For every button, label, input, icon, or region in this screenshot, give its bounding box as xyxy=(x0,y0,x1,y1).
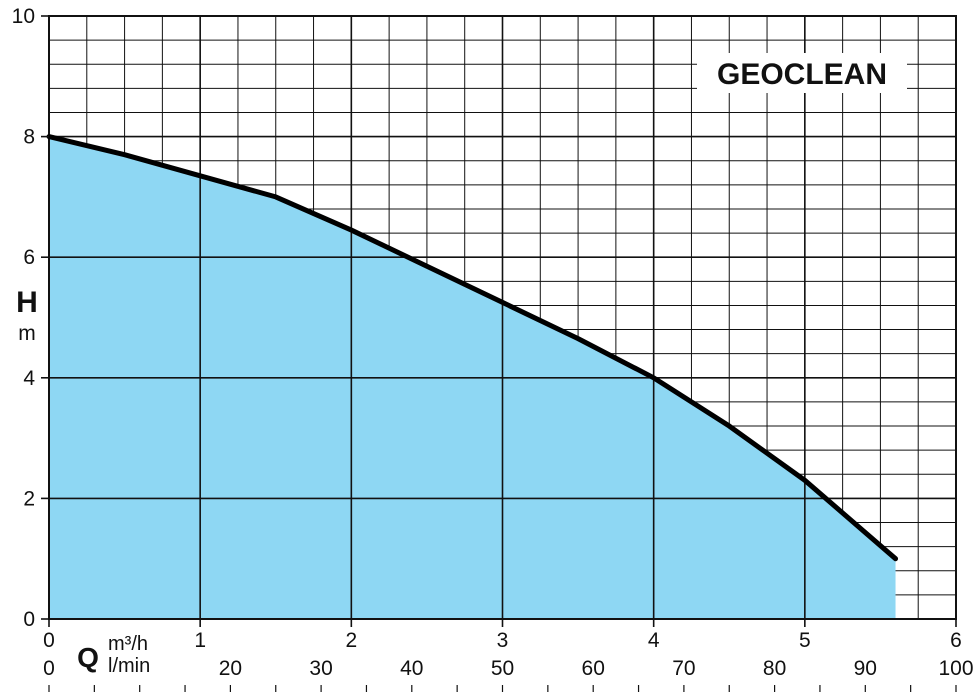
x-axis-ticks: 0 1 2 3 4 5 6 xyxy=(43,619,962,652)
x2-tick-label: 40 xyxy=(400,657,423,680)
x-tick-label: 2 xyxy=(345,629,357,652)
x2-tick-label: 30 xyxy=(309,657,332,680)
x-tick-label: 0 xyxy=(43,629,55,652)
y-tick-label: 2 xyxy=(23,487,35,510)
y-tick-label: 4 xyxy=(23,367,35,390)
y-tick-label: 8 xyxy=(23,126,35,149)
y-axis-ticks: 0 2 4 6 8 10 xyxy=(12,5,49,631)
x2-axis-ticks: 0 20 30 40 50 60 70 80 90 100 xyxy=(43,657,973,680)
y-axis-unit: m xyxy=(18,322,36,345)
x2-tick-label: 0 xyxy=(43,657,55,680)
x2-tick-label: 100 xyxy=(938,657,973,680)
x-tick-label: 6 xyxy=(950,629,962,652)
x-axis-unit-secondary: l/min xyxy=(108,655,150,677)
x-axis-unit-primary: m³/h xyxy=(108,633,148,655)
legend-background xyxy=(697,53,907,93)
x2-tick-label: 50 xyxy=(491,657,514,680)
series-legend: GEOCLEAN xyxy=(697,53,907,93)
y-tick-label: 0 xyxy=(23,608,35,631)
x-tick-label: 3 xyxy=(497,629,509,652)
x-tick-label: 1 xyxy=(194,629,206,652)
x2-tick-label: 20 xyxy=(219,657,242,680)
y-tick-label: 6 xyxy=(23,246,35,269)
x2-tick-label: 60 xyxy=(582,657,605,680)
y-axis-symbol: H xyxy=(16,286,38,319)
x2-tick-label: 90 xyxy=(854,657,877,680)
y-tick-label: 10 xyxy=(12,5,35,28)
x-axis-symbol: Q xyxy=(77,642,99,673)
pump-curve-line xyxy=(46,134,899,562)
x2-axis-tick-marks xyxy=(48,685,957,692)
x-tick-label: 4 xyxy=(648,629,660,652)
x2-tick-label: 80 xyxy=(763,657,786,680)
x2-tick-label: 70 xyxy=(672,657,695,680)
series-label: GEOCLEAN xyxy=(717,58,887,91)
x-tick-label: 5 xyxy=(799,629,811,652)
